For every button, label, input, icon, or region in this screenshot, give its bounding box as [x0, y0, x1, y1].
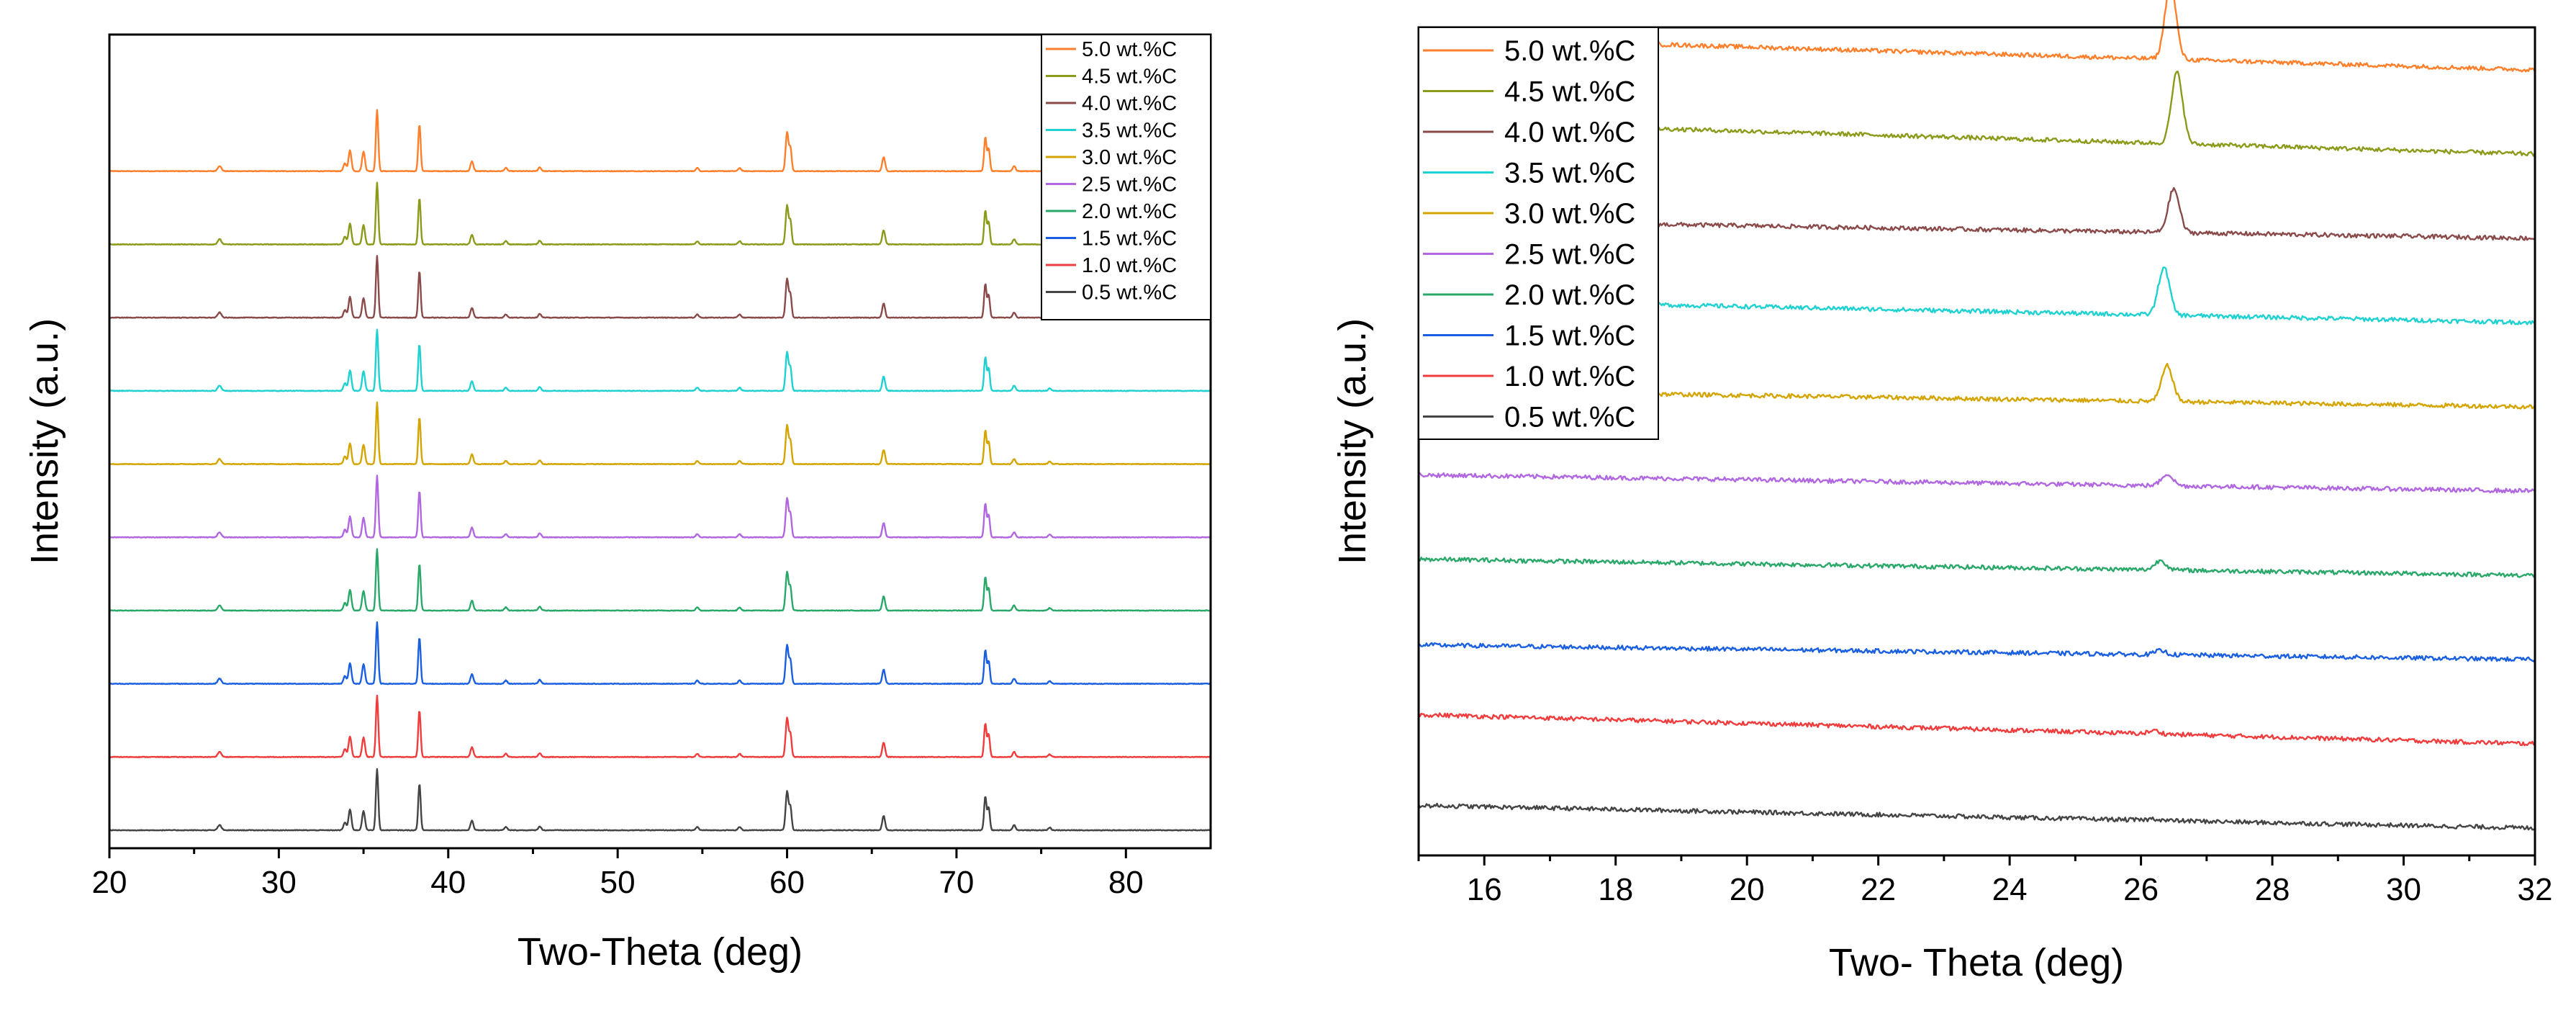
- chart-zoom-series-line: [1418, 556, 2536, 578]
- chart-full-series-line: [109, 109, 1211, 173]
- chart-full-series-line: [109, 401, 1211, 466]
- chart-zoom-x-tick-label: 28: [2255, 872, 2290, 907]
- chart-full-legend-label: 2.5 wt.%C: [1082, 174, 1177, 197]
- chart-zoom-legend-label: 4.5 wt.%C: [1504, 76, 1635, 108]
- chart-zoom-region: 16 18 20 22 24 26 28 30 32 Two- Theta (deg) Inte…: [1331, 0, 2552, 984]
- chart-full-series-line: [109, 694, 1211, 758]
- chart-zoom-series-line: [1418, 642, 2536, 662]
- chart-full-series-line: [109, 768, 1211, 832]
- chart-full-legend-label: 0.5 wt.%C: [1082, 282, 1177, 305]
- chart-full-legend-label: 5.0 wt.%C: [1082, 38, 1177, 61]
- chart-zoom-legend-frame: [1418, 27, 1659, 440]
- chart-zoom-x-tick-label: 20: [1730, 872, 1765, 907]
- chart-full-pattern: 20 30 40 50 60 70 80 Two-Theta (deg) Intensity…: [23, 33, 1212, 974]
- chart-zoom-legend: 5.0 wt.%C 4.5 wt.%C 4.0 wt.%C 3.5 wt.%C 3.0 …: [1418, 27, 1659, 440]
- chart-zoom-legend-label: 2.5 wt.%C: [1504, 239, 1635, 271]
- chart-zoom-legend-label: 1.5 wt.%C: [1504, 320, 1635, 352]
- chart-full-x-tick-label: 80: [1108, 865, 1144, 900]
- chart-full-series-line: [109, 255, 1211, 319]
- chart-full-x-tick-label: 30: [261, 865, 297, 900]
- chart-zoom-x-tick-label: 18: [1598, 872, 1633, 907]
- chart-full-x-tick-label: 50: [600, 865, 636, 900]
- chart-full-legend-label: 3.0 wt.%C: [1082, 146, 1177, 169]
- chart-zoom-legend-label: 3.5 wt.%C: [1504, 158, 1635, 189]
- chart-full-x-axis-title: Two-Theta (deg): [518, 930, 803, 974]
- chart-zoom-legend-label: 1.0 wt.%C: [1504, 361, 1635, 392]
- chart-full-legend-label: 4.5 wt.%C: [1082, 66, 1177, 89]
- chart-zoom-x-tick-label: 30: [2386, 872, 2421, 907]
- chart-full-series-line: [109, 548, 1211, 612]
- chart-zoom-legend-label: 4.0 wt.%C: [1504, 117, 1635, 148]
- chart-full-x-tick-label: 40: [430, 865, 466, 900]
- chart-full-x-tick-label: 20: [92, 865, 127, 900]
- chart-full-series-line: [109, 328, 1211, 392]
- chart-full-legend-label: 3.5 wt.%C: [1082, 120, 1177, 143]
- chart-zoom-series-line: [1418, 472, 2536, 494]
- chart-full-x-tick-label: 70: [939, 865, 974, 900]
- chart-zoom-series-line: [1417, 802, 2536, 831]
- chart-zoom-series-line: [1417, 712, 2536, 747]
- chart-zoom-x-tick-label: 32: [2518, 872, 2553, 907]
- chart-zoom-legend-label: 3.0 wt.%C: [1504, 198, 1635, 230]
- chart-zoom-x-axis-title: Two- Theta (deg): [1829, 941, 2124, 984]
- chart-full-x-tick-label: 60: [769, 865, 805, 900]
- chart-full-legend-label: 1.0 wt.%C: [1082, 254, 1177, 277]
- chart-zoom-x-tick-label: 22: [1861, 872, 1896, 907]
- chart-full-series-group: [109, 109, 1211, 832]
- chart-full-legend-frame: [1041, 34, 1211, 320]
- chart-zoom-legend-label: 2.0 wt.%C: [1504, 279, 1635, 311]
- chart-full-series-line: [109, 621, 1211, 685]
- chart-full-x-ticks: 20 30 40 50 60 70 80: [92, 848, 1144, 900]
- chart-full-series-line: [109, 181, 1211, 246]
- chart-full-legend: 5.0 wt.%C 4.5 wt.%C 4.0 wt.%C 3.5 wt.%C 3.0 …: [1041, 34, 1211, 320]
- chart-full-series-line: [109, 475, 1211, 539]
- chart-zoom-x-tick-label: 16: [1467, 872, 1502, 907]
- chart-full-legend-label: 2.0 wt.%C: [1082, 200, 1177, 223]
- chart-zoom-legend-label: 0.5 wt.%C: [1504, 402, 1635, 433]
- chart-zoom-legend-label: 5.0 wt.%C: [1504, 35, 1635, 67]
- chart-zoom-y-axis-title: Intensity (a.u.): [1331, 318, 1374, 565]
- chart-full-plot-frame: [108, 33, 1212, 850]
- chart-full-legend-label: 1.5 wt.%C: [1082, 228, 1177, 251]
- chart-zoom-x-ticks: 16 18 20 22 24 26 28 30 32: [1417, 855, 2553, 907]
- chart-full-legend-label: 4.0 wt.%C: [1082, 92, 1177, 115]
- chart-zoom-x-tick-label: 24: [1992, 872, 2028, 907]
- chart-full-y-axis-title: Intensity (a.u.): [23, 318, 66, 565]
- chart-zoom-x-tick-label: 26: [2123, 872, 2159, 907]
- chart-zoom-plot-frame: [1417, 26, 2536, 857]
